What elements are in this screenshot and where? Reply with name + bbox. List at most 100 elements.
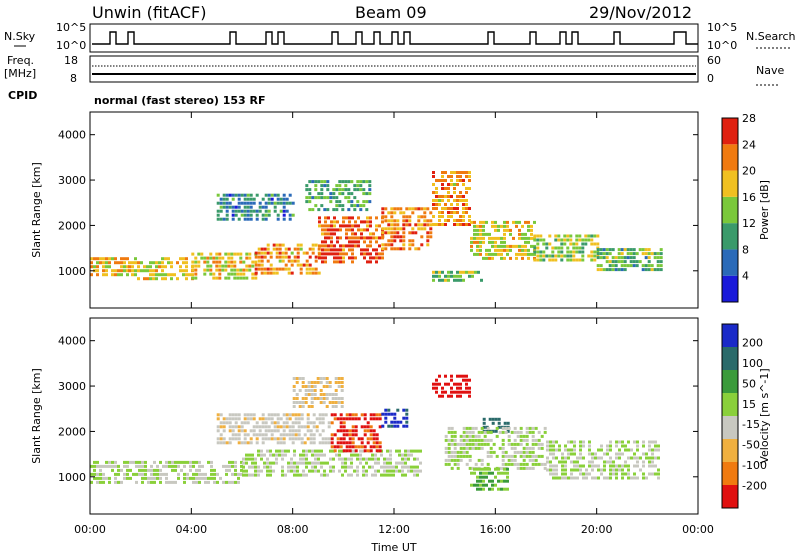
velocity-cell [102, 472, 105, 476]
velocity-cell [204, 480, 207, 484]
velocity-cell [459, 390, 462, 394]
power-cell [350, 200, 354, 204]
velocity-cell [304, 389, 308, 392]
velocity-cell [102, 480, 105, 484]
power-cell [246, 209, 250, 213]
power-cell [453, 211, 456, 214]
power-cell [288, 217, 292, 221]
velocity-cell [372, 441, 376, 445]
velocity-cell [330, 441, 334, 445]
power-cell [602, 252, 606, 256]
velocity-cell [348, 445, 352, 449]
velocity-cell [334, 397, 338, 400]
power-cell [114, 261, 117, 265]
velocity-cell [456, 386, 459, 390]
power-cell [314, 196, 318, 200]
velocity-cell [337, 385, 341, 388]
velocity-cell [654, 464, 657, 468]
power-cell [231, 217, 235, 221]
velocity-cell [369, 437, 373, 441]
power-cell [447, 195, 450, 198]
velocity-cell [117, 472, 120, 476]
velocity-colorbar-tick: -50 [742, 439, 760, 452]
velocity-cell [621, 476, 624, 480]
power-cell [524, 248, 527, 252]
power-cell [390, 243, 394, 247]
velocity-cell [96, 460, 99, 464]
velocity-ytick-label: 4000 [58, 335, 86, 348]
velocity-cell [462, 374, 465, 378]
velocity-cell [270, 437, 274, 441]
velocity-cell [213, 472, 216, 476]
velocity-cell [555, 468, 558, 472]
power-cell [533, 238, 537, 242]
power-cell [191, 264, 195, 268]
velocity-cell [257, 449, 260, 453]
velocity-cell [287, 469, 290, 473]
power-cell [503, 248, 506, 252]
velocity-cell [401, 465, 404, 469]
power-cell [575, 246, 579, 250]
power-cell [227, 272, 231, 276]
velocity-cell [126, 472, 129, 476]
power-cell [435, 270, 438, 274]
power-cell [345, 216, 348, 220]
power-cell [476, 224, 479, 228]
velocity-cell [489, 430, 493, 434]
power-cell [432, 183, 435, 186]
velocity-cell [369, 417, 373, 421]
velocity-cell [216, 425, 220, 429]
velocity-cell [319, 381, 323, 384]
velocity-cell [285, 413, 289, 417]
velocity-cell [609, 472, 612, 476]
velocity-cell [618, 456, 621, 460]
power-cell [161, 277, 164, 281]
velocity-cell [310, 401, 314, 404]
power-cell [479, 228, 482, 232]
velocity-cell [522, 466, 526, 470]
velocity-cell [243, 437, 247, 441]
power-cell [393, 231, 397, 235]
power-cell [264, 213, 268, 217]
power-cell [338, 184, 342, 188]
power-cell [548, 234, 552, 238]
power-cell [185, 273, 188, 277]
power-cell [222, 201, 226, 205]
power-cell [473, 252, 476, 256]
x-tick-label: 00:00 [682, 523, 714, 536]
power-cell [353, 184, 357, 188]
velocity-cell [453, 390, 456, 394]
power-cell [503, 228, 506, 232]
power-cell [402, 223, 406, 227]
velocity-cell [494, 475, 497, 479]
power-cell [330, 248, 333, 252]
velocity-cell [570, 476, 573, 480]
velocity-cell [237, 441, 241, 445]
power-cell [237, 209, 241, 213]
velocity-cell [537, 438, 541, 442]
power-cell [629, 260, 633, 264]
power-cell [473, 224, 476, 228]
velocity-cell [657, 476, 660, 480]
velocity-cell [273, 413, 277, 417]
velocity-cell [342, 417, 346, 421]
power-cell [272, 267, 276, 271]
velocity-cell [257, 469, 260, 473]
velocity-cell [510, 446, 514, 450]
power-cell [347, 208, 351, 212]
velocity-cell [356, 457, 359, 461]
velocity-cell [441, 394, 444, 398]
power-cell [441, 199, 444, 202]
velocity-cell [453, 450, 457, 454]
velocity-cell [389, 457, 392, 461]
power-colorbar-segment [722, 144, 738, 171]
velocity-cell [336, 445, 340, 449]
velocity-cell [216, 429, 220, 433]
power-cell [530, 244, 533, 248]
velocity-cell [168, 480, 171, 484]
velocity-cell [207, 476, 210, 480]
power-cell [234, 205, 238, 209]
velocity-cell [588, 472, 591, 476]
power-cell [218, 264, 222, 268]
